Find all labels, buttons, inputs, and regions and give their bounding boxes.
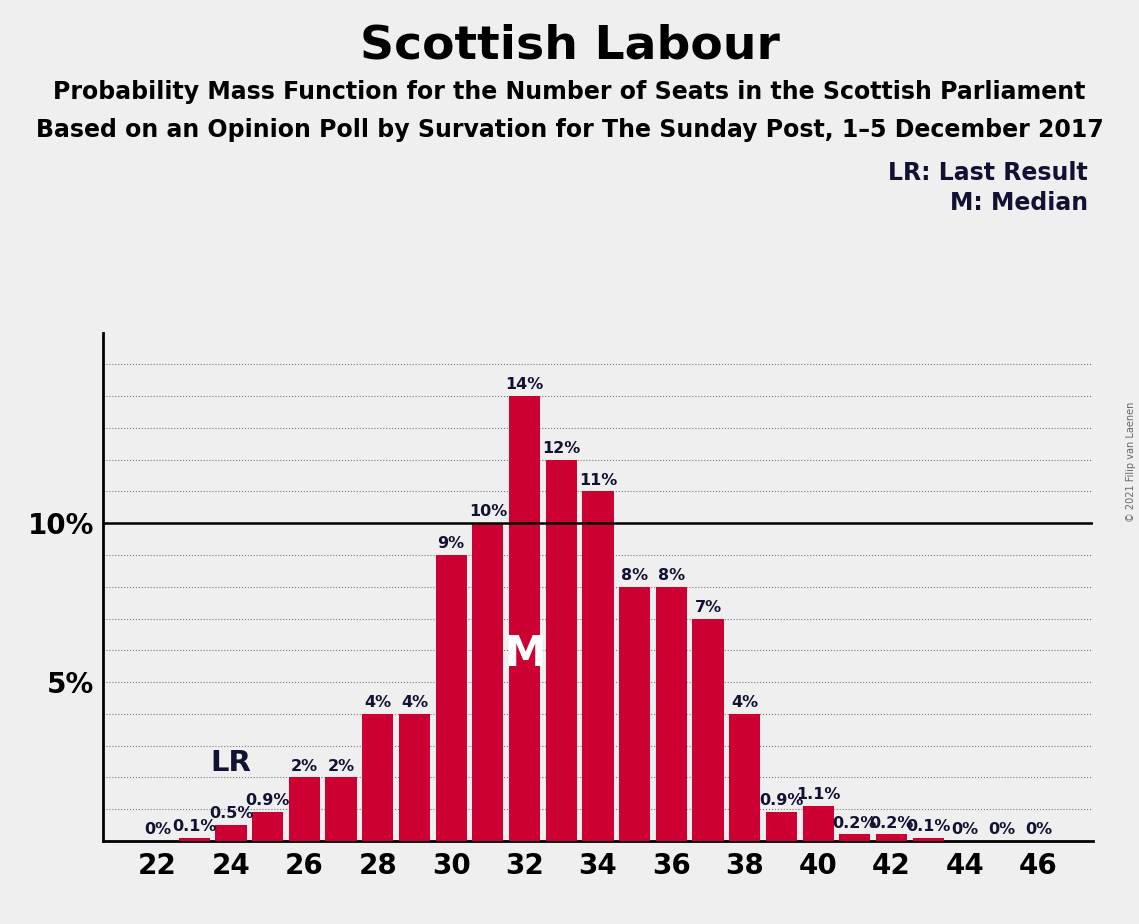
Text: 0%: 0%	[144, 822, 171, 837]
Text: 14%: 14%	[506, 377, 543, 393]
Bar	[362, 713, 393, 841]
Bar	[399, 713, 431, 841]
Bar	[876, 834, 907, 841]
Text: M: Median: M: Median	[950, 191, 1088, 215]
Text: 12%: 12%	[542, 441, 581, 456]
Text: 4%: 4%	[401, 695, 428, 710]
Text: 2%: 2%	[290, 759, 318, 773]
Bar	[473, 523, 503, 841]
Text: 0.9%: 0.9%	[760, 794, 804, 808]
Text: 0.5%: 0.5%	[208, 806, 253, 821]
Bar	[252, 812, 284, 841]
Text: M: M	[503, 633, 546, 675]
Bar	[912, 838, 944, 841]
Text: 7%: 7%	[695, 600, 722, 614]
Text: Probability Mass Function for the Number of Seats in the Scottish Parliament: Probability Mass Function for the Number…	[54, 80, 1085, 104]
Bar	[765, 812, 797, 841]
Bar	[546, 459, 576, 841]
Text: 4%: 4%	[364, 695, 392, 710]
Text: 0%: 0%	[1025, 822, 1052, 837]
Text: 0%: 0%	[951, 822, 978, 837]
Bar	[326, 777, 357, 841]
Text: LR: LR	[211, 749, 252, 777]
Text: 11%: 11%	[579, 473, 617, 488]
Bar	[435, 555, 467, 841]
Text: 0.9%: 0.9%	[246, 794, 289, 808]
Bar	[839, 834, 870, 841]
Text: 10%: 10%	[469, 505, 507, 519]
Bar	[729, 713, 761, 841]
Text: 4%: 4%	[731, 695, 759, 710]
Bar	[656, 587, 687, 841]
Bar	[803, 806, 834, 841]
Text: 0.1%: 0.1%	[907, 819, 950, 833]
Bar	[693, 618, 723, 841]
Bar	[179, 838, 210, 841]
Text: © 2021 Filip van Laenen: © 2021 Filip van Laenen	[1126, 402, 1136, 522]
Text: 8%: 8%	[621, 568, 648, 583]
Text: 1.1%: 1.1%	[796, 787, 841, 802]
Text: 0%: 0%	[989, 822, 1015, 837]
Bar	[215, 825, 246, 841]
Text: 8%: 8%	[658, 568, 685, 583]
Text: 0.2%: 0.2%	[833, 816, 877, 831]
Bar	[289, 777, 320, 841]
Text: 0.2%: 0.2%	[869, 816, 913, 831]
Text: 2%: 2%	[328, 759, 354, 773]
Text: Based on an Opinion Poll by Survation for The Sunday Post, 1–5 December 2017: Based on an Opinion Poll by Survation fo…	[35, 118, 1104, 142]
Text: 0.1%: 0.1%	[172, 819, 216, 833]
Text: 9%: 9%	[437, 536, 465, 551]
Text: Scottish Labour: Scottish Labour	[360, 23, 779, 68]
Text: LR: Last Result: LR: Last Result	[888, 161, 1088, 185]
Bar	[509, 396, 540, 841]
Bar	[582, 492, 614, 841]
Bar	[620, 587, 650, 841]
